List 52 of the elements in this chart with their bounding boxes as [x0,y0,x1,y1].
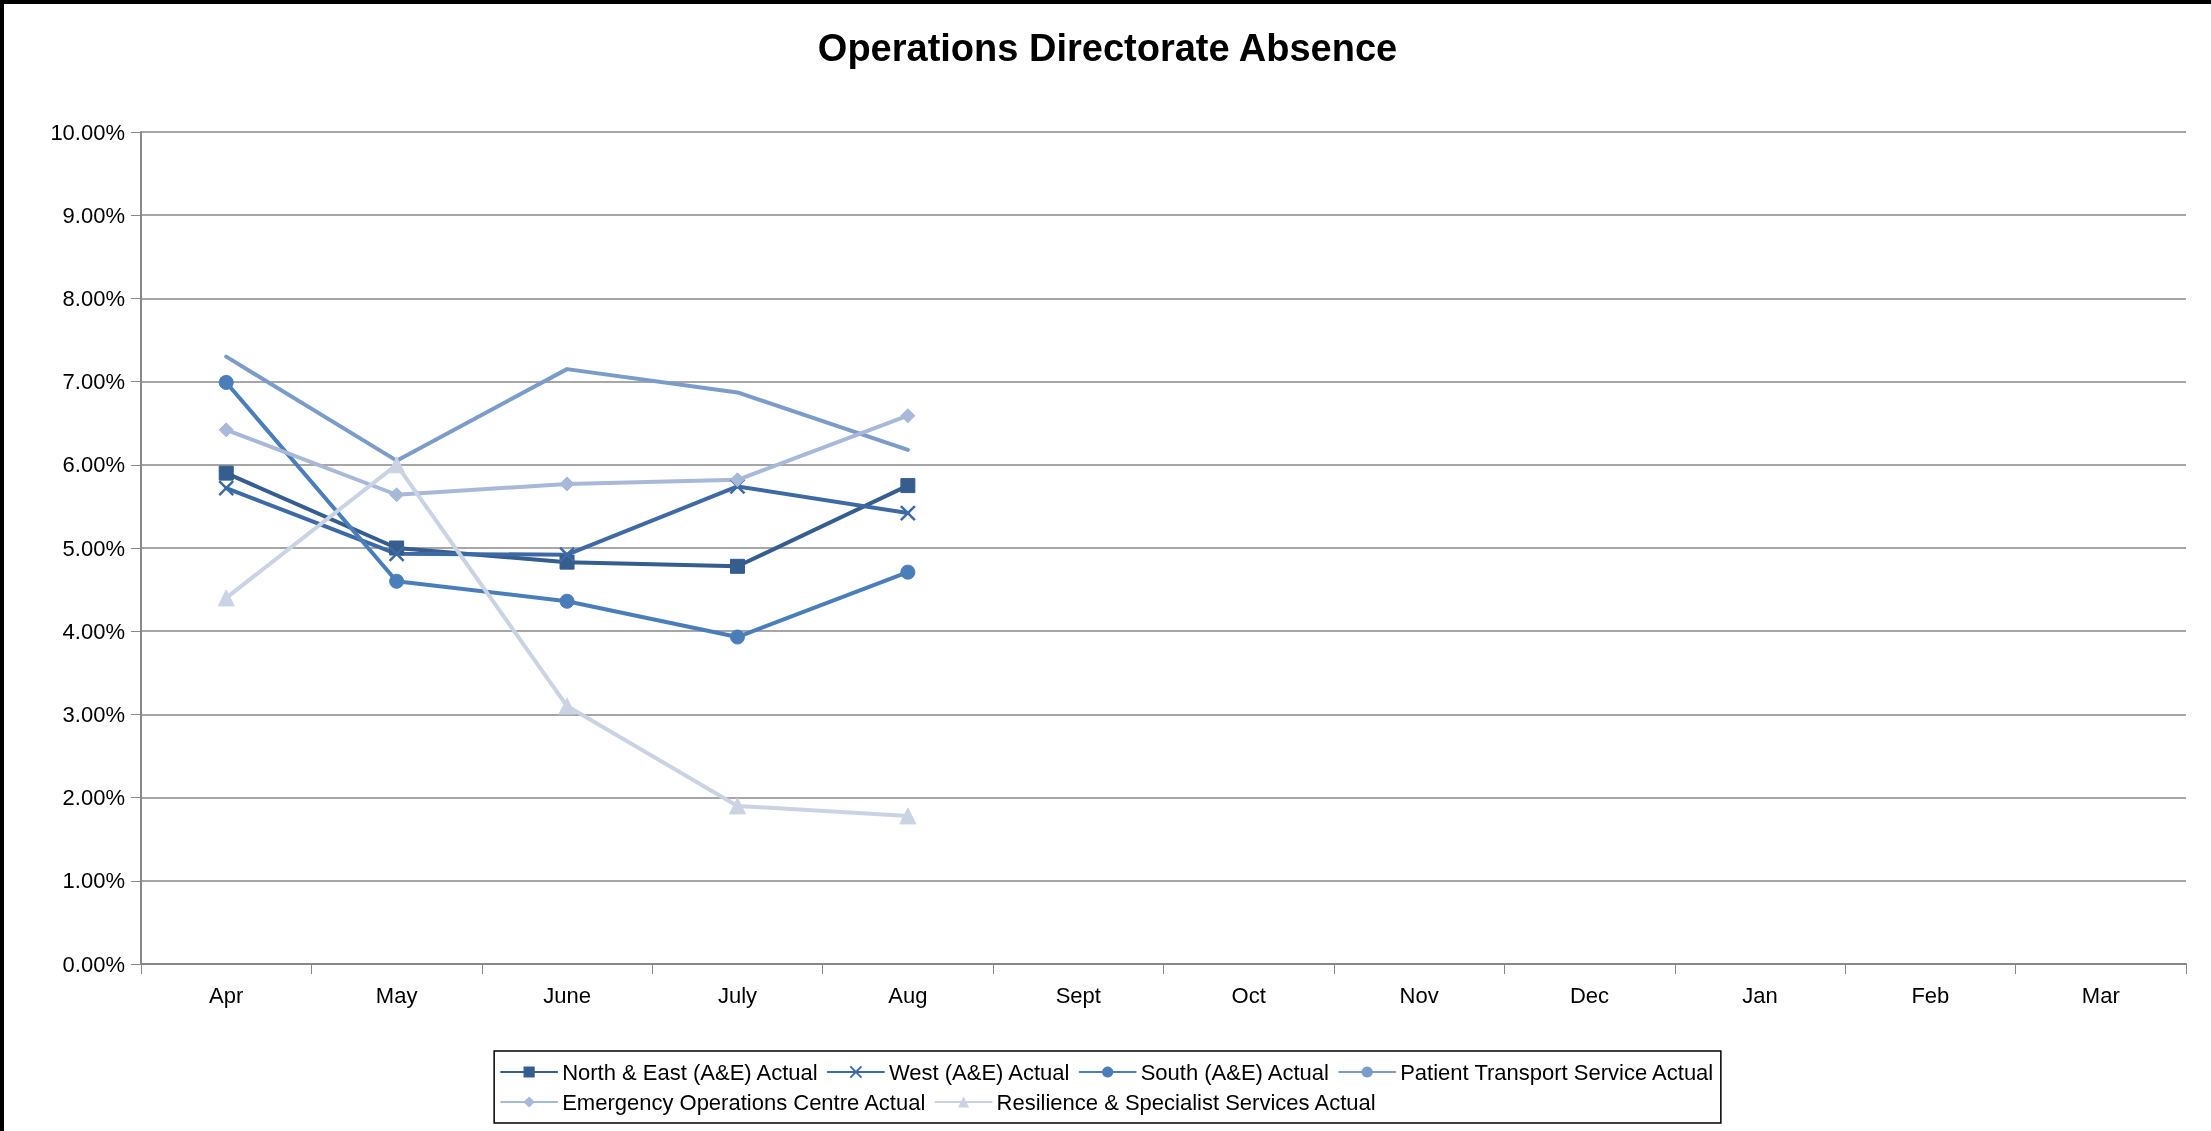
legend-label: Resilience & Specialist Services Actual [996,1089,1376,1115]
y-tick-label: 0.00% [62,951,125,977]
point [558,697,576,715]
y-tick-label: 2.00% [62,785,125,811]
x-tick-label: Mar [2081,982,2120,1008]
point [899,504,917,522]
point [218,422,234,438]
point [900,408,916,424]
x-tick-label: Jan [1742,982,1778,1008]
x-tick-label: Nov [1399,982,1439,1008]
y-tick-label: 4.00% [62,618,125,644]
legend-label: North & East (A&E) Actual [562,1059,818,1085]
y-tick-label: 10.00% [50,119,125,145]
point [218,374,234,390]
point [899,807,917,825]
x-tick-label: Oct [1231,982,1266,1008]
point [558,546,576,563]
legend-label: Emergency Operations Centre Actual [562,1089,926,1115]
y-tick-label: 6.00% [62,452,125,478]
x-tick-label: July [717,982,758,1008]
chart-title: Operations Directorate Absence [817,27,1398,69]
point [729,472,745,488]
point [729,558,745,574]
point [388,545,405,563]
x-tick-label: May [375,982,418,1008]
point [388,456,406,474]
x-tick-label: Apr [209,982,244,1008]
point [217,589,235,607]
y-tick-label: 5.00% [62,535,125,561]
y-tick-label: 1.00% [62,868,125,894]
y-tick-label: 7.00% [62,369,125,395]
point [218,465,234,481]
point [217,479,235,497]
point [900,478,916,494]
x-tick-label: Sept [1055,982,1101,1008]
point [559,593,575,609]
legend-label: Patient Transport Service Actual [1400,1059,1714,1085]
point [729,629,745,645]
point [900,564,916,580]
legend-label: South (A&E) Actual [1140,1059,1329,1085]
y-tick-label: 9.00% [62,202,125,228]
x-tick-label: Feb [1911,982,1950,1008]
y-tick-label: 8.00% [62,285,125,311]
x-tick-label: June [543,982,591,1008]
y-tick-label: 3.00% [62,701,125,727]
point [389,487,405,503]
x-tick-label: Aug [888,982,928,1008]
point [389,573,405,589]
point [728,797,746,815]
point [559,476,575,492]
legend-label: West (A&E) Actual [888,1059,1070,1085]
x-tick-label: Dec [1569,982,1610,1008]
